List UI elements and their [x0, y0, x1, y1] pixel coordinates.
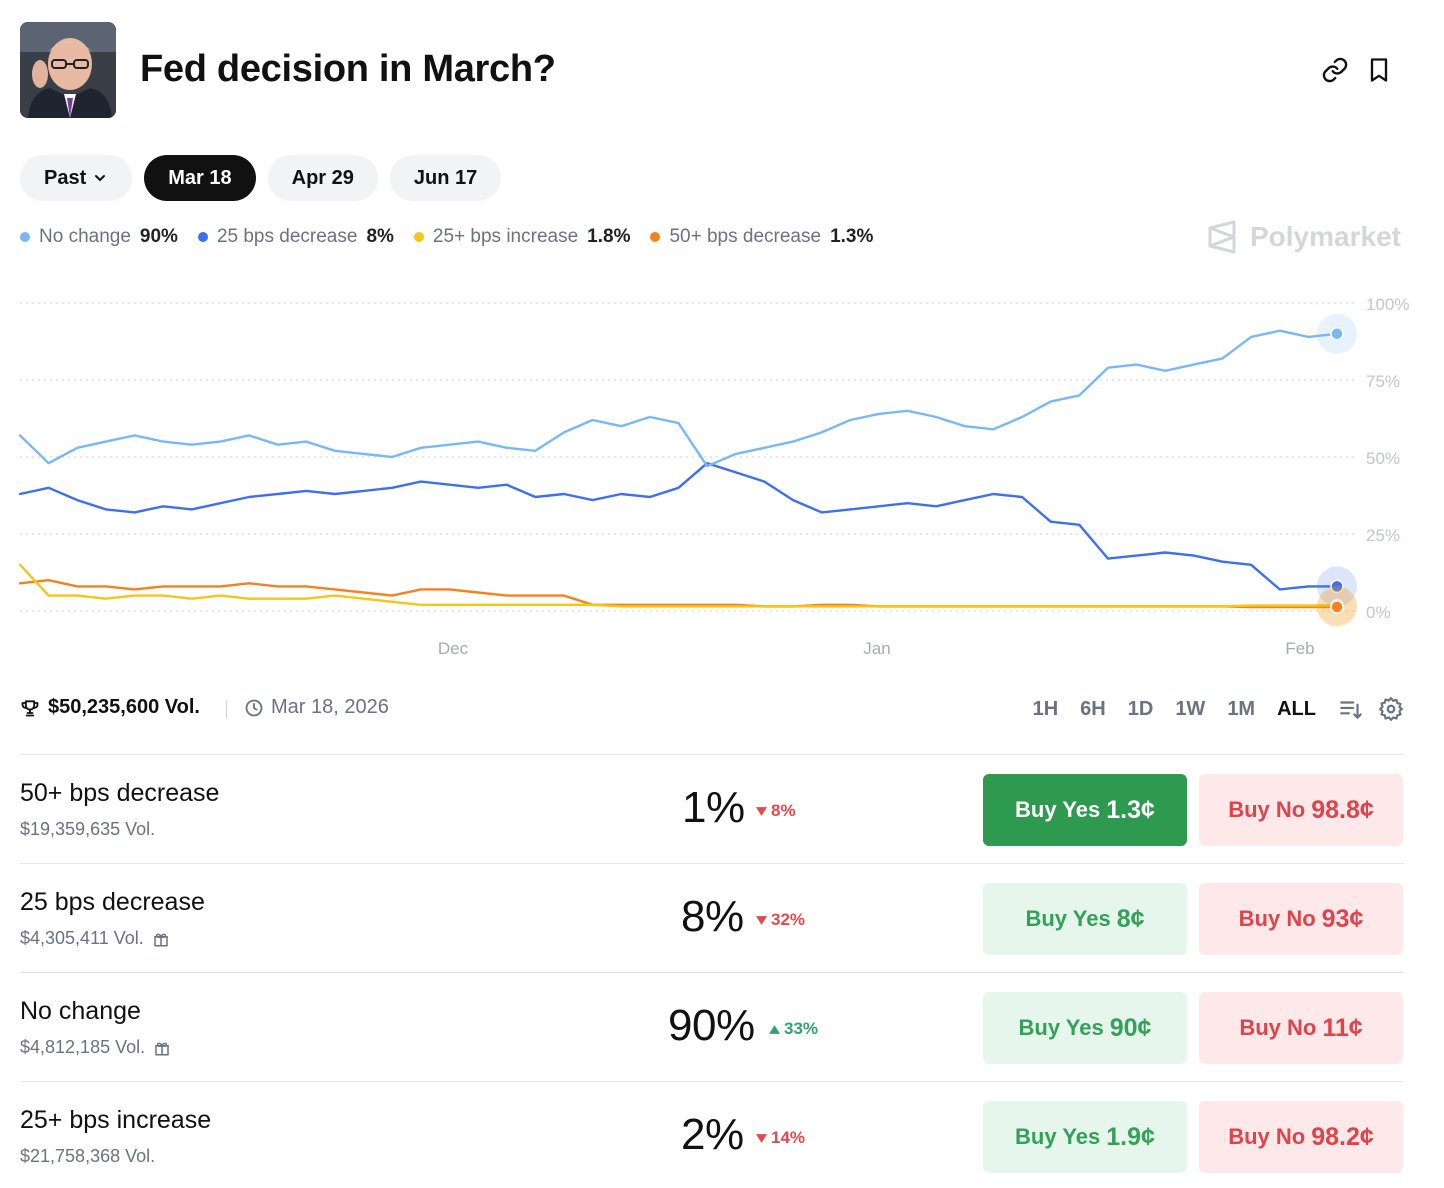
outcome-probability: 8%	[681, 892, 744, 941]
triangle-down-icon	[756, 915, 767, 925]
buy-yes-button[interactable]: Buy Yes 1.9¢	[983, 1101, 1187, 1173]
chart-legend: No change 90% 25 bps decrease 8% 25+ bps…	[20, 226, 893, 248]
outcome-probability: 2%	[681, 1110, 744, 1159]
outcome-change: 8%	[756, 801, 796, 821]
copy-link-icon[interactable]	[1321, 56, 1349, 84]
outcome-change: 14%	[756, 1128, 805, 1148]
series-line	[18, 579, 1339, 609]
outcome-volume: $19,359,635 Vol.	[20, 819, 156, 839]
outcome-name: No change	[20, 997, 141, 1025]
series-line	[18, 563, 1339, 608]
outcome-volume: $4,305,411 Vol.	[20, 928, 170, 949]
outcome-row[interactable]: 50+ bps decrease $19,359,635 Vol. 1% 8% …	[20, 754, 1404, 863]
polymarket-watermark: Polymarket	[1206, 220, 1401, 254]
y-tick-label: 50%	[1366, 449, 1400, 468]
outcome-name: 25+ bps increase	[20, 1106, 212, 1134]
market-stats: $50,235,600 Vol. Mar 18, 2026 1H 6H 1D 1…	[20, 694, 1404, 726]
time-range-selector: 1H 6H 1D 1W 1M ALL	[1011, 696, 1404, 722]
x-tick-label: Dec	[438, 639, 469, 658]
pill-apr-29[interactable]: Apr 29	[267, 155, 378, 201]
range-all[interactable]: ALL	[1277, 697, 1316, 720]
series-line	[18, 329, 1339, 468]
legend-item: No change 90%	[20, 226, 178, 248]
gift-icon	[155, 1042, 169, 1055]
series-endpoint	[1330, 327, 1344, 341]
x-tick-label: Jan	[863, 639, 890, 658]
range-1w[interactable]: 1W	[1175, 697, 1206, 720]
outcome-probability: 90%	[668, 1001, 755, 1050]
pill-mar-18[interactable]: Mar 18	[144, 155, 256, 201]
buy-no-button[interactable]: Buy No 98.2¢	[1199, 1101, 1403, 1173]
polymarket-logo-icon	[1208, 220, 1236, 254]
buy-no-button[interactable]: Buy No 93¢	[1199, 883, 1403, 955]
series-endpoint	[1330, 579, 1344, 594]
outcome-probability: 1%	[682, 783, 745, 832]
gift-icon	[154, 933, 168, 946]
triangle-down-icon	[756, 806, 767, 816]
clock-icon	[245, 699, 263, 716]
date-selector: Past Mar 18 Apr 29 Jun 17	[20, 155, 502, 201]
outcome-change: 32%	[756, 910, 805, 930]
pill-jun-17[interactable]: Jun 17	[389, 155, 502, 201]
price-chart[interactable]: 100% 75% 50% 25% 0% Dec Jan Feb	[0, 280, 1444, 670]
end-date: Mar 18, 2026	[244, 696, 389, 719]
page-title: Fed decision in March?	[140, 48, 556, 90]
x-tick-label: Feb	[1285, 639, 1314, 658]
legend-dot	[650, 232, 661, 242]
range-1d[interactable]: 1D	[1127, 697, 1154, 720]
range-1m[interactable]: 1M	[1227, 697, 1256, 720]
legend-item: 25+ bps increase 1.8%	[413, 226, 630, 248]
range-6h[interactable]: 6H	[1080, 697, 1106, 720]
outcome-change: 33%	[769, 1019, 818, 1039]
trophy-icon	[21, 699, 39, 716]
outcome-volume: $4,812,185 Vol.	[20, 1037, 171, 1058]
sort-list-icon[interactable]	[1338, 696, 1364, 722]
outcome-name: 50+ bps decrease	[20, 779, 220, 807]
legend-dot	[20, 232, 30, 242]
range-1h[interactable]: 1H	[1032, 697, 1059, 720]
triangle-up-icon	[769, 1024, 780, 1034]
buy-yes-button[interactable]: Buy Yes 90¢	[983, 992, 1187, 1064]
legend-item: 25 bps decrease 8%	[197, 226, 394, 248]
outcome-name: 25 bps decrease	[20, 888, 205, 916]
outcome-volume: $21,758,368 Vol.	[20, 1146, 156, 1166]
buy-no-button[interactable]: Buy No 98.8¢	[1199, 774, 1403, 846]
y-tick-label: 75%	[1366, 372, 1400, 391]
outcome-row[interactable]: 25+ bps increase $21,758,368 Vol. 2% 14%…	[20, 1081, 1404, 1188]
y-tick-label: 0%	[1366, 603, 1391, 622]
buy-no-button[interactable]: Buy No 11¢	[1199, 992, 1403, 1064]
market-header: Fed decision in March?	[20, 22, 1404, 118]
series-line	[18, 461, 1339, 591]
y-tick-label: 25%	[1366, 526, 1400, 545]
bookmark-icon[interactable]	[1365, 56, 1393, 84]
legend-dot	[413, 232, 424, 242]
legend-dot	[197, 232, 208, 242]
market-avatar	[20, 22, 116, 118]
buy-yes-button[interactable]: Buy Yes 8¢	[983, 883, 1187, 955]
triangle-down-icon	[756, 1133, 767, 1143]
outcome-row[interactable]: No change $4,812,185 Vol. 90% 33% Buy Ye…	[20, 972, 1404, 1081]
outcome-list: 50+ bps decrease $19,359,635 Vol. 1% 8% …	[20, 754, 1404, 1188]
buy-yes-button[interactable]: Buy Yes 1.3¢	[983, 774, 1187, 846]
series-endpoint	[1330, 600, 1344, 614]
settings-gear-icon[interactable]	[1378, 696, 1404, 722]
y-tick-label: 100%	[1366, 295, 1409, 314]
total-volume: $50,235,600 Vol.	[20, 696, 200, 719]
pill-past[interactable]: Past	[20, 155, 133, 201]
chevron-down-icon	[95, 175, 106, 182]
divider	[226, 700, 227, 718]
outcome-row[interactable]: 25 bps decrease $4,305,411 Vol. 8% 32% B…	[20, 863, 1404, 972]
legend-item: 50+ bps decrease 1.3%	[650, 226, 873, 248]
